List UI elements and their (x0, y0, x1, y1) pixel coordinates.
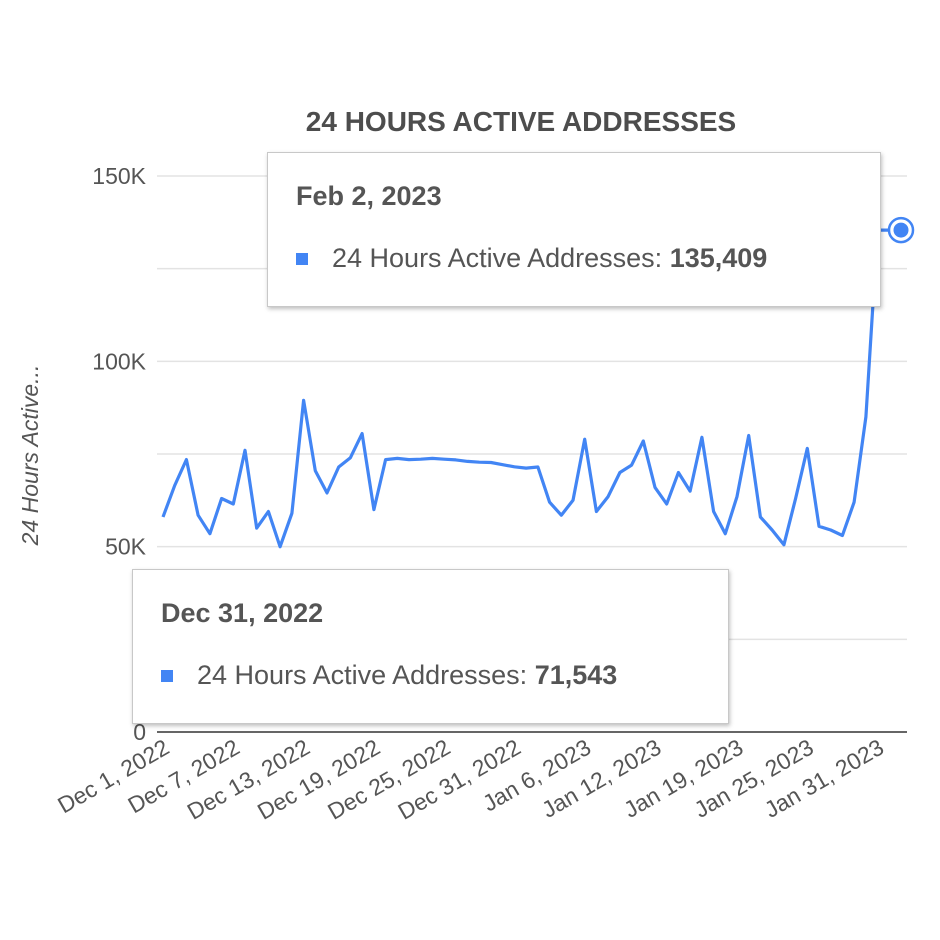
y-axis-label: 24 Hours Active... (17, 365, 43, 547)
y-tick-label: 50K (105, 534, 147, 560)
tooltip-top: Feb 2, 2023 24 Hours Active Addresses: 1… (267, 152, 881, 307)
tooltip-value: 71,543 (534, 660, 618, 690)
tooltip-series-label: 24 Hours Active Addresses: (197, 660, 528, 690)
tooltip-series-row: 24 Hours Active Addresses: 135,409 (296, 243, 767, 274)
highlight-point (893, 222, 909, 238)
chart-title: 24 HOURS ACTIVE ADDRESSES (306, 106, 736, 137)
tooltip-bottom: Dec 31, 2022 24 Hours Active Addresses: … (132, 569, 729, 724)
y-tick-label: 100K (92, 348, 146, 374)
y-tick-label: 0 (133, 719, 146, 745)
y-tick-label: 150K (92, 163, 146, 189)
tooltip-date: Dec 31, 2022 (161, 598, 324, 628)
series-swatch-icon (161, 669, 173, 682)
series-swatch-icon (296, 252, 308, 265)
y-axis-ticks: 0 50K 100K 150K (92, 163, 146, 745)
tooltip-value: 135,409 (669, 243, 768, 273)
tooltip-series-row: 24 Hours Active Addresses: 71,543 (161, 660, 617, 691)
tooltip-date: Feb 2, 2023 (296, 181, 442, 211)
tooltip-series-label: 24 Hours Active Addresses: (332, 243, 663, 273)
series-layer (161, 216, 915, 549)
series-line (161, 228, 901, 549)
